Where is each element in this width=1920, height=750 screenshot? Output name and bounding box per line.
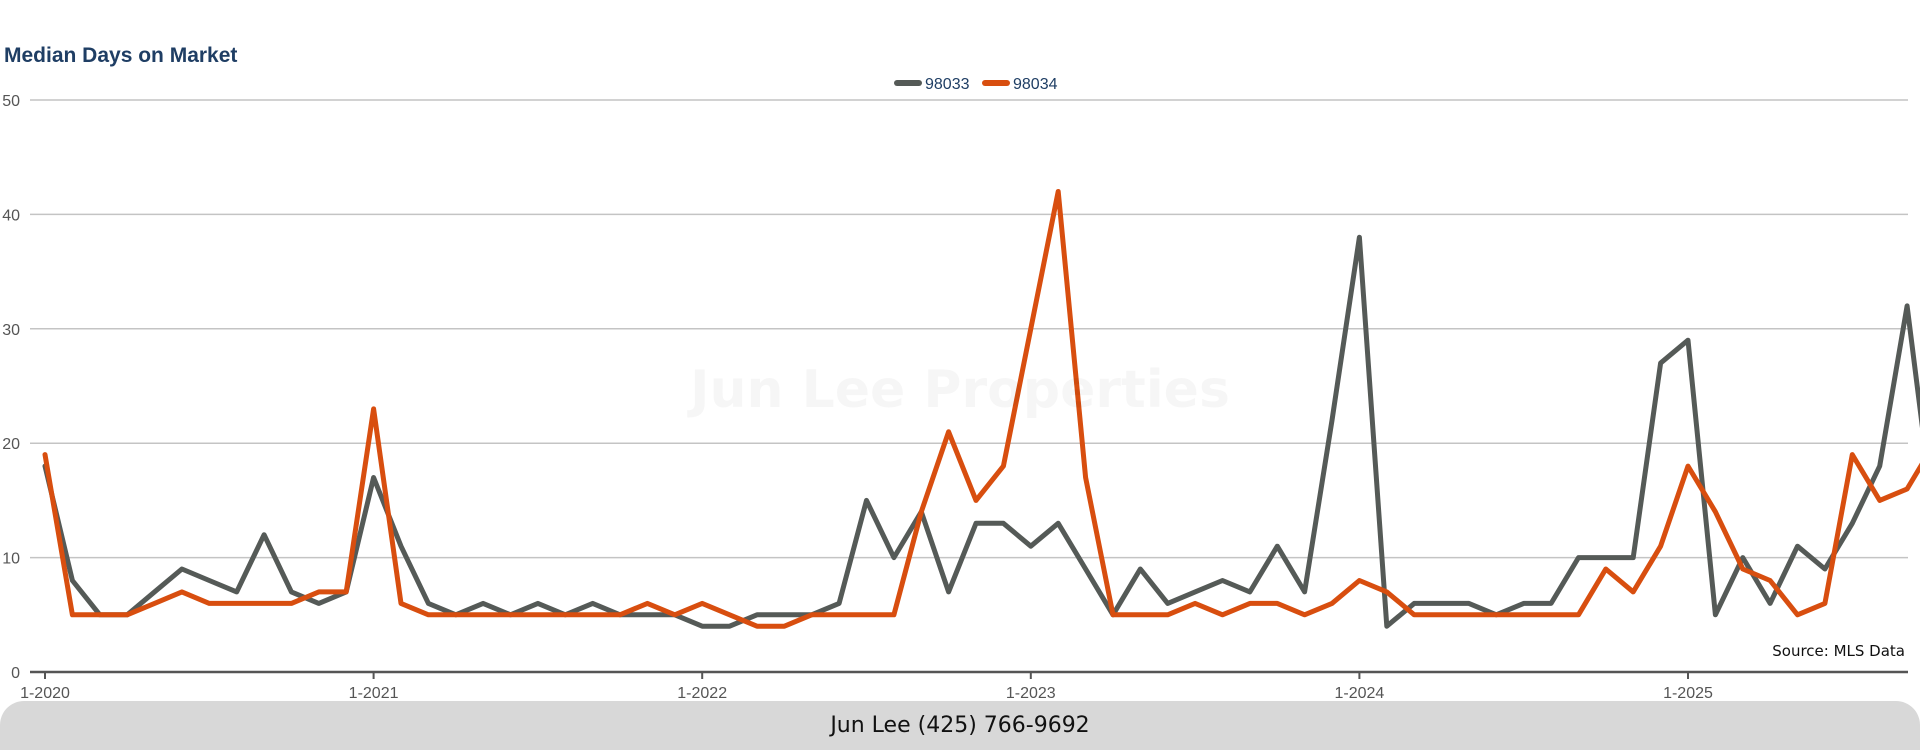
- source-note: Source: MLS Data: [1772, 642, 1905, 660]
- legend-label-98033: 98033: [925, 76, 970, 93]
- x-axis: 1-2020 1-2021 1-2022 1-2023 1-2024 1-2025: [20, 670, 1908, 700]
- y-axis: 0 10 20 30 40 50: [2, 93, 20, 682]
- y-tick-label: 30: [2, 322, 20, 339]
- legend-label-98034: 98034: [1013, 76, 1058, 93]
- x-tick-label: 1-2023: [1006, 685, 1056, 700]
- y-tick-label: 0: [11, 665, 20, 682]
- x-tick-label: 1-2020: [20, 685, 70, 700]
- x-tick-label: 1-2024: [1334, 685, 1384, 700]
- x-tick-label: 1-2021: [349, 685, 399, 700]
- y-tick-label: 50: [2, 93, 20, 110]
- series-lines: [42, 189, 1920, 629]
- x-tick-label: 1-2022: [677, 685, 727, 700]
- y-tick-label: 40: [2, 207, 20, 224]
- chart-title: Median Days on Market: [4, 44, 238, 67]
- y-tick-label: 20: [2, 436, 20, 453]
- series-line-98033: [42, 234, 1920, 629]
- legend: 98033 98034: [894, 76, 1058, 93]
- footer-contact: Jun Lee (425) 766-9692: [830, 713, 1090, 738]
- series-line-98034: [42, 189, 1920, 629]
- x-tick-label: 1-2025: [1663, 685, 1713, 700]
- y-tick-label: 10: [2, 551, 20, 568]
- footer-bar: Jun Lee (425) 766-9692: [0, 701, 1920, 750]
